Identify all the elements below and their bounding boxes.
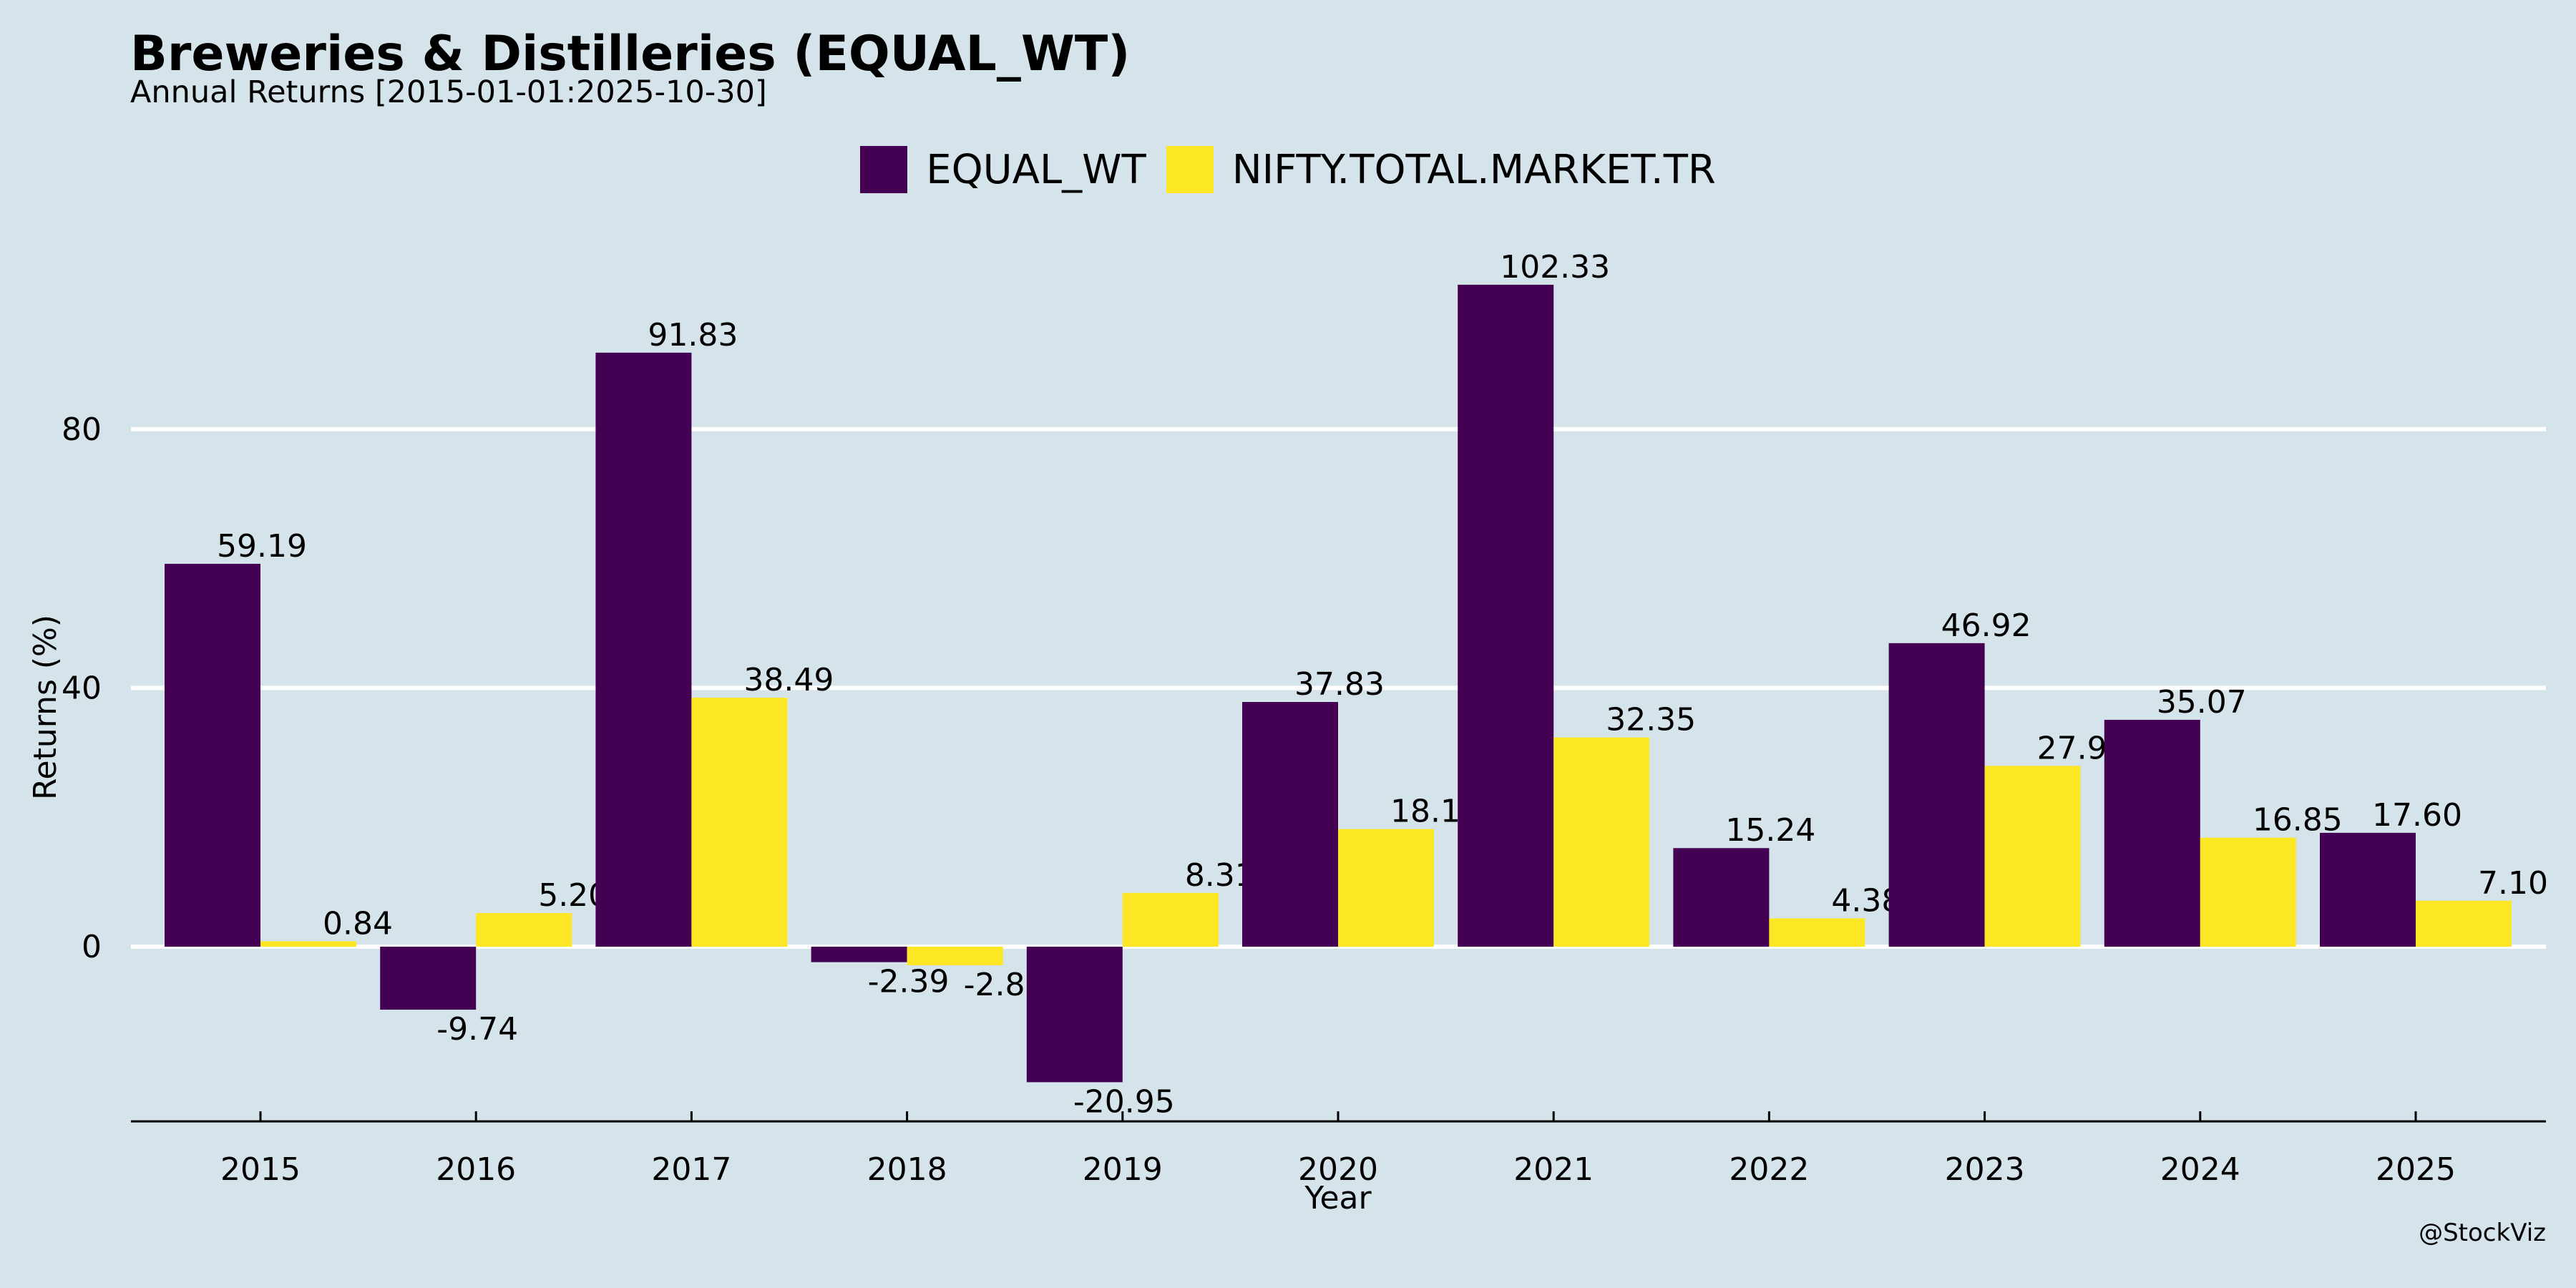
data-label-equal-wt: 37.83 <box>1294 666 1385 703</box>
bar-benchmark <box>1338 829 1434 947</box>
x-tick-label: 2015 <box>220 1151 301 1188</box>
x-tick-label: 2017 <box>651 1151 731 1188</box>
legend-label-benchmark: NIFTY.TOTAL.MARKET.TR <box>1231 146 1716 193</box>
data-label-equal-wt: 15.24 <box>1725 812 1815 849</box>
y-tick-label: 40 <box>62 670 102 706</box>
chart-title: Breweries & Distilleries (EQUAL_WT) <box>130 26 1131 82</box>
x-axis-label: Year <box>1304 1180 1372 1216</box>
bar-benchmark <box>1984 766 2081 947</box>
x-tick-label: 2024 <box>2160 1151 2240 1188</box>
x-tick-label: 2025 <box>2376 1151 2456 1188</box>
data-label-equal-wt: 35.07 <box>2157 684 2247 721</box>
bar-benchmark <box>691 698 788 947</box>
data-label-benchmark: 38.49 <box>743 662 834 698</box>
bar-equal-wt <box>811 947 907 962</box>
data-label-equal-wt: 46.92 <box>1941 608 2031 644</box>
bar-equal-wt <box>1888 643 1985 947</box>
bar-benchmark <box>476 912 572 947</box>
data-label-equal-wt: 17.60 <box>2372 797 2462 834</box>
bar-benchmark <box>2200 837 2296 947</box>
y-axis-label: Returns (%) <box>27 615 64 800</box>
legend-item-equal-wt[interactable]: EQUAL_WT <box>860 146 1146 193</box>
bar-equal-wt <box>2320 832 2416 947</box>
data-label-equal-wt: 91.83 <box>648 317 738 353</box>
bar-equal-wt <box>380 947 477 1010</box>
legend-item-benchmark[interactable]: NIFTY.TOTAL.MARKET.TR <box>1166 146 1716 193</box>
data-label-benchmark: 16.85 <box>2253 802 2343 839</box>
x-tick-label: 2021 <box>1513 1151 1594 1188</box>
bar-equal-wt <box>2104 719 2200 947</box>
bar-equal-wt <box>1026 947 1123 1083</box>
bar-benchmark <box>260 941 356 947</box>
bar-equal-wt <box>165 563 260 947</box>
legend-label-equal-wt: EQUAL_WT <box>926 146 1146 193</box>
bar-benchmark <box>907 947 1003 965</box>
bar-benchmark <box>2416 900 2512 947</box>
data-label-equal-wt: 102.33 <box>1500 249 1610 286</box>
x-tick-label: 2020 <box>1298 1151 1378 1188</box>
data-label-equal-wt: 59.19 <box>217 528 307 565</box>
data-label-benchmark: 7.10 <box>2478 865 2548 902</box>
data-label-benchmark: 32.35 <box>1606 702 1696 738</box>
legend-swatch-benchmark <box>1166 146 1214 193</box>
watermark-credit: @StockViz <box>2419 1219 2546 1247</box>
y-tick-label: 0 <box>82 929 102 965</box>
legend: EQUAL_WT NIFTY.TOTAL.MARKET.TR <box>0 146 2576 193</box>
data-label-equal-wt: -2.39 <box>868 964 950 1000</box>
x-tick-label: 2019 <box>1083 1151 1163 1188</box>
x-tick-label: 2016 <box>436 1151 516 1188</box>
bar-equal-wt <box>595 352 692 947</box>
data-label-equal-wt: -20.95 <box>1073 1083 1175 1120</box>
legend-swatch-equal-wt <box>860 146 908 193</box>
bar-benchmark <box>1553 737 1650 947</box>
x-tick-label: 2022 <box>1729 1151 1809 1188</box>
x-tick-label: 2023 <box>1945 1151 2025 1188</box>
bar-equal-wt <box>1673 848 1770 947</box>
bar-benchmark <box>1122 892 1219 947</box>
bar-benchmark <box>1769 918 1865 947</box>
y-tick-label: 80 <box>62 411 102 448</box>
data-label-equal-wt: -9.74 <box>436 1011 518 1048</box>
data-label-benchmark: 0.84 <box>323 905 393 942</box>
bar-equal-wt <box>1242 702 1338 947</box>
x-tick-label: 2018 <box>867 1151 947 1188</box>
bar-equal-wt <box>1458 284 1554 947</box>
chart-subtitle: Annual Returns [2015-01-01:2025-10-30] <box>130 74 767 110</box>
